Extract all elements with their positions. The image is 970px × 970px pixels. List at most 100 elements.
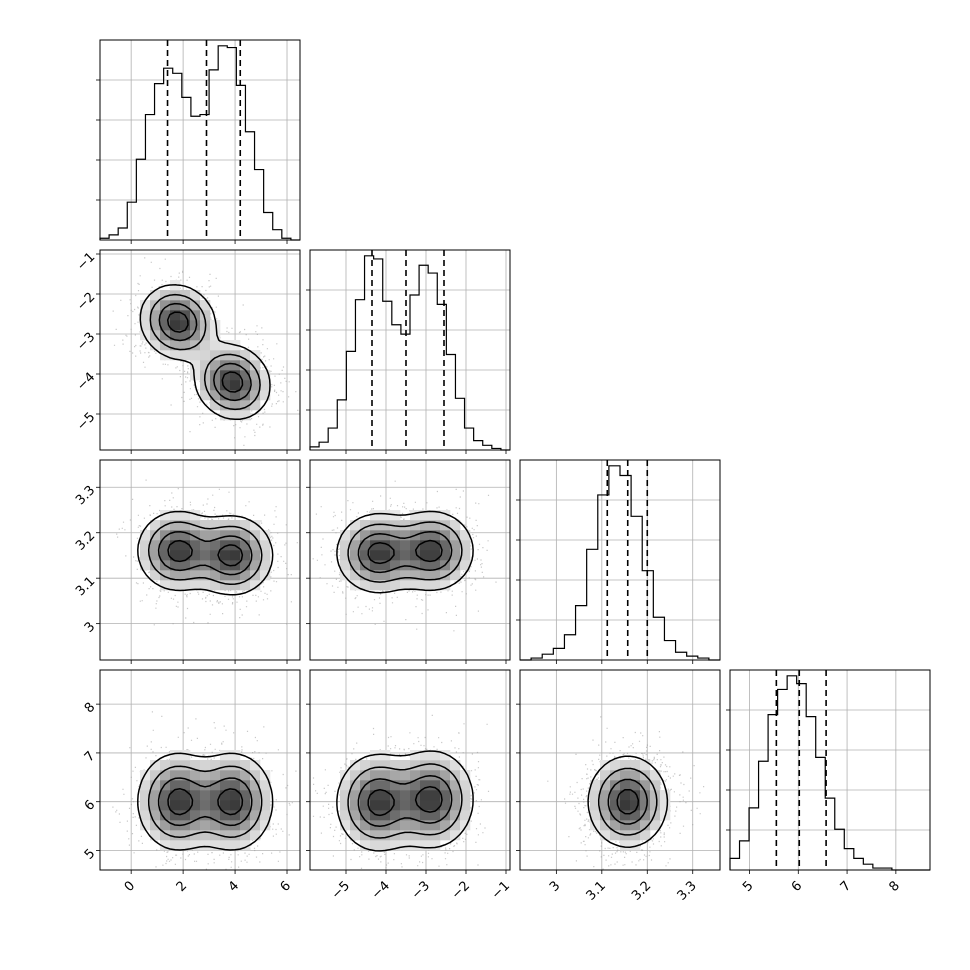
density-cell [640, 800, 651, 811]
density-cell [400, 550, 411, 561]
density-cell [140, 800, 151, 811]
density-cell [440, 800, 451, 811]
panel-frame [519, 459, 721, 661]
density-cell [410, 550, 421, 561]
density-cell [360, 570, 371, 581]
density-cell [430, 570, 441, 581]
x-tick-label: 3 [547, 878, 563, 894]
density-cell [350, 830, 361, 841]
density-cell [160, 550, 171, 561]
density-cell [220, 360, 231, 371]
density-cell [390, 840, 401, 851]
panel-frame [519, 669, 721, 871]
density-cell [360, 830, 371, 841]
density-cell [180, 320, 191, 331]
density-cell [380, 840, 391, 851]
density-cell [420, 800, 431, 811]
density-cell [200, 520, 211, 531]
density-cell [190, 820, 201, 831]
density-cell [240, 530, 251, 541]
density-cell [420, 520, 431, 531]
density-cell [210, 810, 221, 821]
density-contour [616, 788, 640, 815]
density-cell [390, 580, 401, 591]
density-cell [380, 540, 391, 551]
density-cell [370, 790, 381, 801]
density-cell [250, 540, 261, 551]
density-cell [220, 840, 231, 851]
y-tick-label: −2 [74, 290, 98, 314]
density-cell [210, 820, 221, 831]
density-cell [370, 760, 381, 771]
density-cell [440, 780, 451, 791]
density-cell [190, 530, 201, 541]
density-cell [190, 550, 201, 561]
density-cell [350, 770, 361, 781]
density-cell [210, 540, 221, 551]
density-cell [350, 540, 361, 551]
density-cell [630, 830, 641, 841]
density-cell [240, 380, 251, 391]
density-contour [357, 774, 453, 828]
density-cell [420, 750, 431, 761]
density-cell [210, 390, 221, 401]
density-cell [220, 830, 231, 841]
density-cell [160, 580, 171, 591]
density-cell [250, 400, 261, 411]
density-cell [220, 520, 231, 531]
density-cell [390, 770, 401, 781]
density-cell [240, 410, 251, 421]
density-cell [160, 320, 171, 331]
density-cell [160, 800, 171, 811]
density-cell [230, 840, 241, 851]
density-cell [620, 770, 631, 781]
density-cell [200, 810, 211, 821]
density-cell [170, 770, 181, 781]
density-contour [347, 521, 463, 583]
density-cell [210, 560, 221, 571]
density-cell [390, 530, 401, 541]
x-tick-label: 2 [174, 878, 190, 894]
histogram-line [729, 675, 930, 871]
density-cell [170, 780, 181, 791]
density-cell [410, 820, 421, 831]
scatter-panel-0-2: 3 3.1 3.2 3.3 [73, 459, 301, 664]
density-cell [370, 540, 381, 551]
density-cell [150, 290, 161, 301]
density-cell [150, 770, 161, 781]
density-cell [210, 790, 221, 801]
density-cell [640, 760, 651, 771]
density-cell [220, 530, 231, 541]
density-cell [240, 800, 251, 811]
density-cell [650, 800, 661, 811]
density-cell [630, 810, 641, 821]
density-cell [450, 520, 461, 531]
density-cell [420, 770, 431, 781]
density-cell [250, 370, 261, 381]
density-cell [400, 760, 411, 771]
density-cell [210, 320, 221, 331]
density-cell [450, 810, 461, 821]
density-cell [390, 520, 401, 531]
density-contour [149, 293, 261, 411]
density-cell [450, 800, 461, 811]
density-cell [190, 570, 201, 581]
density-cell [660, 800, 671, 811]
panel-frame [99, 669, 301, 871]
density-cell [440, 510, 451, 521]
panel-frame [99, 459, 301, 661]
density-cell [360, 770, 371, 781]
density-cell [200, 360, 211, 371]
density-cell [160, 510, 171, 521]
density-cell [190, 560, 201, 571]
density-cell [210, 530, 221, 541]
density-cell [590, 810, 601, 821]
density-cell [450, 830, 461, 841]
density-cell [210, 330, 221, 341]
density-cell [630, 800, 641, 811]
density-cell [240, 570, 251, 581]
density-cell [370, 830, 381, 841]
density-cell [230, 390, 241, 401]
density-cell [230, 780, 241, 791]
density-contour [587, 755, 669, 848]
